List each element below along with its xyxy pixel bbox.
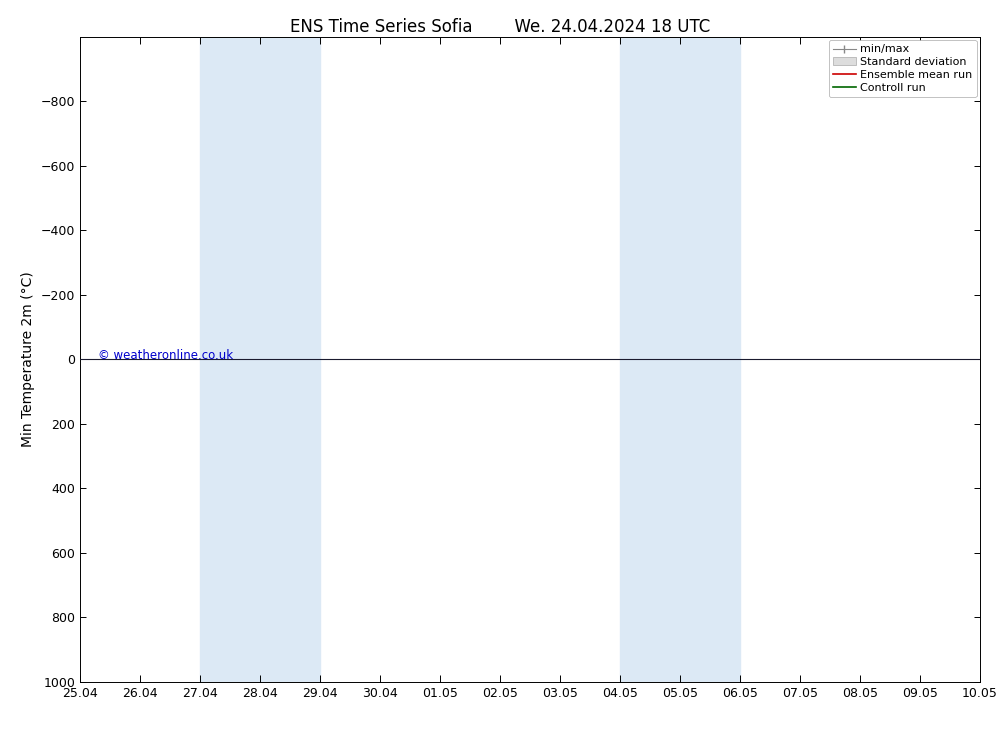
Text: © weatheronline.co.uk: © weatheronline.co.uk: [98, 350, 233, 362]
Text: ENS Time Series Sofia        We. 24.04.2024 18 UTC: ENS Time Series Sofia We. 24.04.2024 18 …: [290, 18, 710, 37]
Y-axis label: Min Temperature 2m (°C): Min Temperature 2m (°C): [21, 271, 35, 447]
Bar: [620, 37, 740, 682]
Bar: [200, 37, 320, 682]
Legend: min/max, Standard deviation, Ensemble mean run, Controll run: min/max, Standard deviation, Ensemble me…: [829, 40, 977, 97]
